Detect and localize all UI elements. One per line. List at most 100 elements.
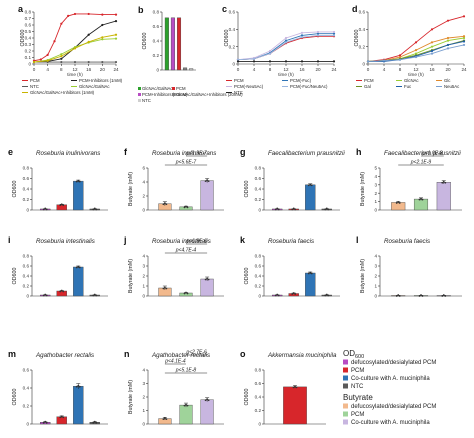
x-tick-label: 24 [331, 67, 337, 72]
replicate-point [294, 208, 297, 211]
y-tick-label: 6 [142, 166, 145, 171]
data-point [101, 23, 104, 27]
y-tick-label: 0 [258, 208, 261, 213]
y-tick-label: 0.6 [229, 10, 236, 15]
replicate-point [44, 293, 47, 296]
data-point [268, 52, 272, 55]
panel-letter: a [18, 4, 24, 14]
x-tick-label: 4 [383, 67, 386, 72]
significance-label: p<4.7E-4 [175, 248, 197, 254]
replicate-point [442, 180, 445, 183]
data-point [300, 36, 304, 39]
data-point [101, 13, 104, 16]
replicate-point [421, 198, 424, 201]
data-point [60, 53, 63, 56]
replicate-point [292, 207, 295, 210]
panel-letter: f [124, 147, 128, 157]
y-tick-label: 0.2 [23, 404, 30, 409]
y-tick-label: 0.6 [25, 23, 32, 28]
bar [170, 17, 175, 71]
legend-swatch [343, 359, 348, 365]
data-point [60, 55, 63, 58]
legend-label: GlcNAc/GalNAc+Inhibitors (20mM) [176, 92, 243, 97]
bar [56, 204, 67, 211]
y-tick-label: 0.2 [23, 284, 30, 289]
panel-e: e Roseburia inulinivorans 0 0.2 0.4 0.6 0.8 OD6… [8, 147, 108, 213]
panel-letter: c [222, 4, 227, 14]
data-point [114, 33, 118, 36]
data-point [316, 60, 320, 63]
legend-label: PCM [351, 368, 364, 374]
data-point [332, 60, 336, 63]
x-axis-label: time (h) [408, 72, 424, 77]
legend-label: PCM+Inhibitors (1mM) [79, 78, 123, 83]
replicate-point [165, 418, 168, 420]
significance-label: p<5.1E-8 [175, 368, 197, 374]
x-tick-label: 8 [60, 67, 63, 72]
bar [305, 272, 316, 297]
x-tick-label: 12 [283, 67, 289, 72]
bar [413, 198, 429, 211]
y-axis-label: OD600 [12, 388, 18, 405]
panel-letter: n [124, 349, 130, 359]
replicate-point [60, 289, 63, 292]
replicate-point [78, 180, 81, 183]
y-tick-label: 0.8 [255, 368, 262, 373]
data-point [446, 47, 450, 50]
replicate-point [42, 294, 45, 297]
panel-o: o Akkermansia muciniphila 0 0.2 0.4 0.6 0.8 OD6… [240, 349, 337, 427]
replicate-point [294, 385, 296, 388]
data-point [46, 59, 49, 62]
y-tick-label: 0.5 [25, 29, 32, 34]
replicate-point [207, 180, 210, 183]
legend-label: Co-culture with A. muciniphila [351, 420, 430, 426]
data-point [430, 49, 434, 53]
panel-f: f Roseburia inulinivorans 0 2 4 6 Butyrate (mM… [124, 147, 224, 213]
y-tick-label: 3 [142, 381, 145, 386]
replicate-point [92, 294, 95, 297]
y-tick-label: 3 [142, 264, 145, 269]
replicate-point [45, 208, 48, 211]
replicate-point [207, 399, 210, 402]
y-tick-label: 2 [142, 194, 145, 199]
replicate-point [397, 294, 400, 296]
y-tick-label: 0 [142, 208, 145, 213]
panel-n: n Agathobacter rectalis 0 1 2 3 4 Butyrate (mM)… [124, 349, 224, 427]
replicate-point [183, 206, 186, 209]
y-axis-label: Butyrate (mM) [128, 172, 134, 206]
x-tick-label: 4 [46, 67, 49, 72]
replicate-point [162, 203, 165, 206]
data-point [462, 40, 466, 43]
replicate-point [291, 293, 294, 295]
panel-title: Roseburia inulinivorans [152, 150, 216, 157]
replicate-point [204, 180, 207, 183]
y-tick-label: 0.6 [255, 381, 262, 386]
replicate-point [206, 179, 209, 182]
panel-l: l Roseburia faecis 0 1 2 3 4 Butyrate (mM) [356, 235, 462, 299]
significance-label: p<6.8E-6 [185, 239, 207, 245]
x-axis-label: time (h) [278, 72, 294, 77]
panel-title: Faecalibacterium prausnitzii [268, 150, 345, 157]
replicate-point [186, 404, 189, 407]
y-tick-label: 0.8 [153, 10, 160, 15]
legend-label: Gal [364, 84, 371, 89]
replicate-point [62, 204, 65, 207]
x-tick-label: 12 [72, 67, 78, 72]
y-tick-label: 3 [374, 264, 377, 269]
replicate-point [44, 207, 47, 210]
replicate-point [274, 208, 277, 211]
replicate-point [442, 294, 445, 296]
data-point [268, 60, 272, 63]
y-tick-label: 4 [142, 180, 145, 185]
y-tick-label: 0.2 [255, 197, 262, 202]
replicate-point [309, 183, 312, 186]
panel-letter: d [352, 4, 358, 14]
replicate-point [327, 294, 330, 297]
replicate-point [325, 293, 328, 296]
replicate-point [92, 421, 95, 424]
replicate-point [276, 293, 279, 296]
y-axis-label: OD600 [12, 180, 18, 197]
replicate-point [163, 286, 166, 289]
y-tick-label: 0.6 [23, 368, 30, 373]
y-tick-label: 0.2 [23, 197, 30, 202]
